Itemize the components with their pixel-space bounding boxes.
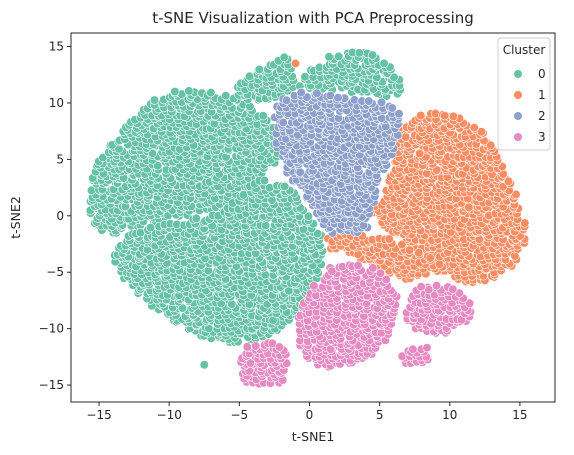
cluster-3-point — [416, 282, 426, 292]
cluster-0-point — [254, 64, 264, 75]
y-tick-label: −15 — [39, 378, 64, 392]
cluster-0-point — [354, 48, 365, 58]
cluster-0-point — [221, 91, 231, 101]
x-axis-label: t-SNE1 — [292, 429, 335, 444]
cluster-3-point — [368, 263, 378, 273]
cluster-0-point — [324, 52, 334, 62]
legend-marker-0 — [513, 69, 523, 79]
y-axis-label: t-SNE2 — [8, 196, 23, 239]
legend: Cluster 0 1 2 3 — [497, 37, 551, 151]
cluster-0-point — [368, 50, 378, 60]
cluster-3-point — [424, 285, 434, 295]
y-tick-label: 15 — [49, 40, 64, 54]
cluster-1-point — [405, 245, 415, 255]
cluster-0-point — [191, 213, 201, 223]
legend-label-3: 3 — [538, 130, 546, 144]
legend-title: Cluster — [503, 43, 546, 57]
x-tick-label: −5 — [230, 408, 248, 422]
cluster-0-point — [258, 111, 268, 121]
cluster-0-point — [279, 52, 289, 62]
cluster-1-point — [425, 253, 435, 263]
cluster-3-point — [242, 342, 252, 352]
cluster-3-point — [432, 281, 442, 291]
y-tick-label: 5 — [56, 152, 64, 166]
cluster-2-point — [282, 95, 292, 105]
cluster-0-point — [260, 220, 271, 231]
cluster-0-point — [206, 87, 216, 98]
cluster-1-point — [448, 111, 459, 121]
cluster-0-point — [170, 86, 180, 97]
x-tick-label: −15 — [86, 408, 111, 422]
cluster-3-point — [408, 344, 418, 354]
cluster-2-point — [387, 103, 397, 113]
legend-marker-3 — [513, 132, 523, 142]
cluster-2-point — [394, 109, 404, 119]
x-tick-label: 0 — [306, 408, 314, 422]
cluster-3-point — [448, 284, 458, 294]
cluster-3-point — [309, 281, 319, 291]
cluster-0-point — [334, 51, 344, 62]
cluster-2-point — [333, 93, 343, 103]
y-tick-label: −10 — [39, 322, 64, 336]
cluster-0-point — [199, 360, 209, 370]
y-tick-label: −5 — [46, 265, 64, 279]
cluster-0-point — [259, 176, 270, 186]
y-axis-ticks: −15 −10 −5 0 5 10 15 — [39, 40, 71, 392]
cluster-1-point — [414, 248, 424, 258]
legend-label-2: 2 — [538, 109, 546, 123]
cluster-2-point — [296, 87, 306, 97]
cluster-1-point — [415, 148, 425, 159]
x-tick-label: 10 — [442, 408, 457, 422]
x-tick-label: 5 — [376, 408, 384, 422]
cluster-2-point — [278, 117, 288, 128]
y-tick-label: 0 — [56, 209, 64, 223]
cluster-1-point — [434, 259, 445, 269]
cluster-3-point — [353, 260, 363, 271]
cluster-0-point — [153, 161, 163, 171]
x-tick-label: −10 — [157, 408, 182, 422]
legend-label-1: 1 — [538, 88, 546, 102]
cluster-2-point — [349, 95, 360, 105]
x-tick-label: 15 — [512, 408, 527, 422]
cluster-0-point — [149, 95, 160, 105]
x-axis-ticks: −15 −10 −5 0 5 10 15 — [86, 402, 528, 422]
y-tick-label: 10 — [49, 96, 64, 110]
cluster-3-point — [422, 343, 432, 353]
legend-label-0: 0 — [538, 67, 546, 81]
cluster-2-point — [325, 90, 335, 101]
cluster-2-point — [295, 167, 305, 177]
cluster-2-point — [364, 96, 374, 106]
plot-area — [70, 32, 556, 403]
cluster-2-point — [312, 88, 322, 98]
scatter-points — [85, 47, 530, 389]
chart-title: t-SNE Visualization with PCA Preprocessi… — [152, 9, 474, 27]
legend-marker-2 — [513, 111, 523, 121]
cluster-0-points — [85, 47, 405, 370]
cluster-3-point — [251, 341, 261, 351]
cluster-1-point — [290, 58, 301, 69]
cluster-3-point — [274, 342, 285, 352]
cluster-1-point — [469, 122, 479, 133]
cluster-1-point — [397, 239, 407, 250]
cluster-0-point — [379, 58, 389, 69]
axes-frame — [70, 32, 556, 403]
cluster-0-point — [145, 223, 156, 233]
cluster-3-point — [375, 268, 386, 278]
cluster-1-point — [384, 234, 394, 244]
cluster-0-point — [245, 71, 255, 81]
cluster-0-point — [280, 181, 290, 192]
cluster-1-point — [440, 111, 450, 121]
cluster-3-point — [327, 266, 337, 276]
legend-marker-1 — [513, 90, 523, 100]
cluster-0-point — [184, 86, 194, 96]
cluster-1-point — [416, 110, 426, 121]
cluster-2-point — [376, 97, 387, 107]
